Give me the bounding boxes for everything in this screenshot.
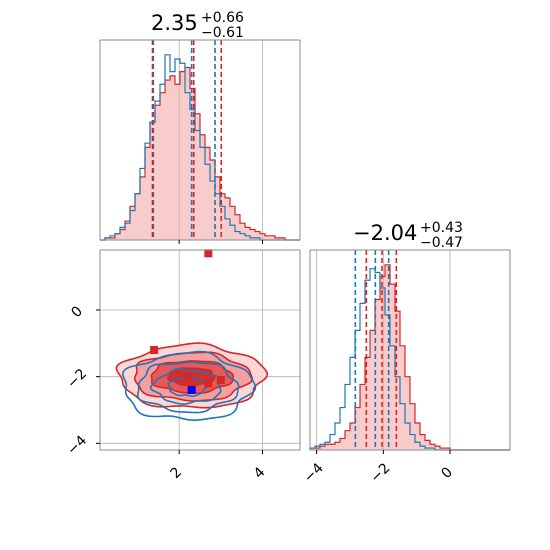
joint-red-marker-2	[204, 379, 213, 388]
joint-red-marker-0	[150, 346, 159, 354]
joint-blue-contour-3	[167, 375, 209, 397]
joint-blue-marker-0	[187, 386, 196, 394]
histogram-param1-panel	[99, 39, 301, 244]
hist1-blue-series	[100, 54, 300, 241]
joint-ytick-label-0: −4	[64, 432, 90, 458]
joint-red-marker-4	[204, 249, 213, 258]
title-param2-minus: −0.47	[420, 235, 463, 251]
joint-red-marker-1	[183, 372, 192, 381]
hist1-frame	[99, 39, 301, 241]
title-param2: −2.04	[353, 221, 417, 245]
joint-ytick-label-1: −2	[64, 366, 90, 392]
hist2-xtick-label-2: 0	[438, 464, 456, 482]
histogram-param2-panel: −4 −2 0	[301, 249, 511, 486]
joint-blue-contour-1	[136, 361, 240, 414]
joint-xtick-label-1: 4	[251, 464, 269, 482]
joint-ytick-label-2: 0	[68, 303, 86, 321]
joint-contour-panel: 2 4 −4 −2 0	[64, 249, 301, 482]
title-param1: 2.35	[151, 11, 198, 35]
joint-frame	[99, 249, 301, 451]
title-param1-value: 2.35	[151, 11, 198, 35]
title-param2-plus: +0.43	[420, 220, 463, 236]
title-param1-minus: −0.61	[201, 25, 244, 41]
title-param1-plus: +0.66	[201, 10, 244, 26]
joint-xtick-label-0: 2	[168, 464, 186, 482]
joint-blue-contour-0	[121, 350, 257, 422]
joint-red-marker-3	[216, 376, 225, 384]
hist2-xtick-label-0: −4	[301, 460, 327, 486]
title-param2-value: −2.04	[353, 221, 417, 245]
hist2-frame	[309, 249, 511, 451]
hist2-blue-series	[309, 268, 510, 451]
joint-blue-contour-2	[149, 368, 222, 405]
hist1-red-fill	[100, 67, 300, 241]
hist2-xtick-label-1: −2	[368, 460, 394, 486]
